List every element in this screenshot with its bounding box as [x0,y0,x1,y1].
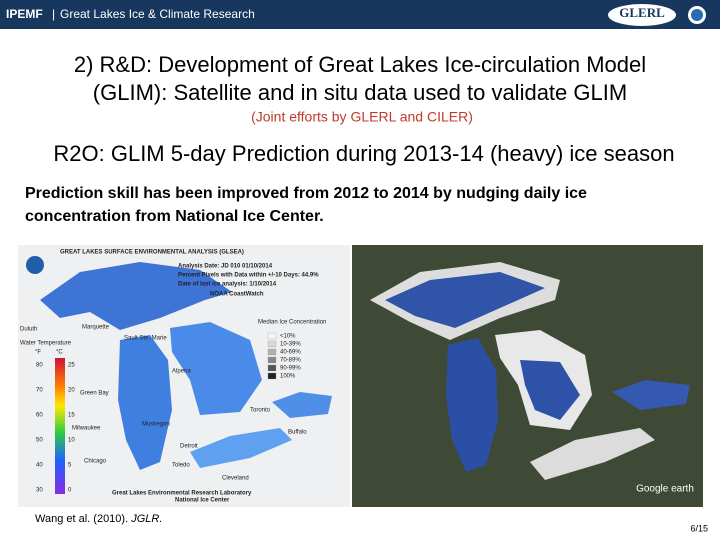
ice-legend-title: Median Ice Concentration [258,320,326,326]
ice-bin-label: 70-89% [280,358,301,364]
ice-swatch [267,332,277,340]
lake-erie [530,428,655,480]
ice-swatch [267,364,277,372]
satellite-map: Google earth [352,245,703,507]
map-info: Analysis Date: JD 010 01/10/2014 [178,264,273,270]
temp-f-label: 60 [36,413,43,419]
ice-swatch [267,372,277,380]
ice-bin-label: <10% [280,334,296,340]
ice-swatch [267,348,277,356]
unit-f: °F [35,350,41,356]
title-line: 2) R&D: Development of Great Lakes Ice-c… [74,52,646,77]
city-label: Green Bay [80,391,109,397]
temp-title: Water Temperature [20,341,72,347]
citation: Wang et al. (2010). JGLR. [35,513,162,525]
body-line: Prediction skill has been improved from … [25,185,587,202]
temperature-colorbar [55,358,65,494]
lake-michigan [118,335,172,470]
temp-f-label: 50 [36,438,43,444]
lake-huron [170,322,262,415]
header-program: IPEMF [6,7,43,21]
watermark: Google earth [636,484,694,495]
lake-erie [190,428,292,468]
city-label: Toronto [250,408,271,414]
city-label: Toledo [172,463,190,469]
temp-f-label: 40 [36,463,43,469]
noaa-logo-inner [691,9,703,21]
lake-michigan [446,338,498,472]
unit-c: °C [56,350,63,356]
title-line: (GLIM): Satellite and in situ data used … [93,80,627,105]
temp-c-label: 25 [68,363,75,369]
citation-journal: JGLR. [130,513,162,525]
city-label: Duluth [20,327,37,333]
city-label: Marquette [82,325,110,331]
header-separator: | [52,7,55,21]
city-label: Chicago [84,459,107,465]
temp-c-label: 20 [68,388,75,394]
map-info: Date of last ice analysis: 1/10/2014 [178,282,277,288]
lake-superior [40,262,232,330]
section-heading: R2O: GLIM 5-day Prediction during 2013-1… [53,141,674,166]
city-label: Sault Ste. Marie [124,336,167,342]
ice-bin-label: 100% [280,374,296,380]
page-number: 6/15 [690,523,708,533]
temp-c-label: 0 [68,488,72,494]
city-label: Cleveland [222,476,249,482]
city-label: Muskegon [142,422,170,428]
ice-swatch [267,356,277,364]
logo: GLERL [619,5,665,20]
temp-f-label: 70 [36,388,43,394]
temp-f-label: 80 [36,363,43,369]
lake-ontario [612,380,690,410]
map-source: NOAA CoastWatch [210,292,264,298]
logo-badge [608,4,676,26]
lake-ontario [272,392,332,418]
ice-bin-label: 40-69% [280,350,301,356]
city-label: Milwaukee [72,426,101,432]
lake-superior [385,272,545,328]
ice-bin-label: 10-39% [280,342,301,348]
temp-c-label: 15 [68,413,75,419]
ice-swatch [267,340,277,348]
note: (Joint efforts by GLERL and CILER) [251,109,473,125]
header-subtitle: Great Lakes Ice & Climate Research [60,7,255,21]
map-title: GREAT LAKES SURFACE ENVIRONMENTAL ANALYS… [60,250,244,256]
map-info: Percent Pixels with Data within +/-10 Da… [178,273,319,279]
citation-text: Wang et al. (2010). [35,513,131,525]
map-footer: Great Lakes Environmental Research Labor… [112,491,252,497]
header-bar [0,0,720,29]
noaa-emblem [26,256,44,274]
glsea-map: GREAT LAKES SURFACE ENVIRONMENTAL ANALYS… [18,245,350,507]
temp-c-label: 10 [68,438,75,444]
lake-huron [520,360,580,420]
city-label: Alpena [172,369,191,375]
map-footer: National Ice Center [175,498,230,504]
temp-c-label: 5 [68,463,72,469]
ice-bin-label: 90-99% [280,366,301,372]
temp-f-label: 30 [36,488,43,494]
city-label: Buffalo [288,430,307,436]
city-label: Detroit [180,444,198,450]
body-line: concentration from National Ice Center. [25,208,324,225]
